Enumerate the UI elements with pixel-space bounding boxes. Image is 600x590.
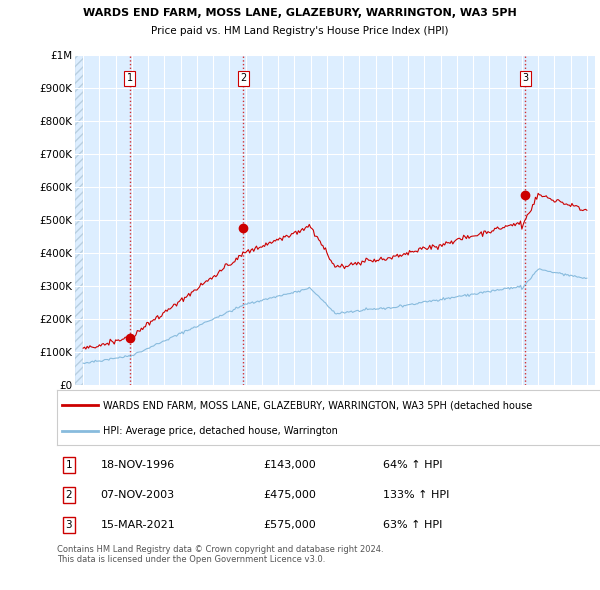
Text: 63% ↑ HPI: 63% ↑ HPI — [383, 520, 443, 530]
Text: 07-NOV-2003: 07-NOV-2003 — [101, 490, 175, 500]
Text: £143,000: £143,000 — [264, 460, 316, 470]
Text: 18-NOV-1996: 18-NOV-1996 — [101, 460, 175, 470]
Text: 3: 3 — [65, 520, 72, 530]
Text: 1: 1 — [65, 460, 72, 470]
Text: 64% ↑ HPI: 64% ↑ HPI — [383, 460, 443, 470]
Text: 15-MAR-2021: 15-MAR-2021 — [101, 520, 175, 530]
Text: 3: 3 — [522, 73, 529, 83]
Text: 1: 1 — [127, 73, 133, 83]
Text: Contains HM Land Registry data © Crown copyright and database right 2024.
This d: Contains HM Land Registry data © Crown c… — [57, 545, 383, 565]
Text: 2: 2 — [65, 490, 72, 500]
Text: WARDS END FARM, MOSS LANE, GLAZEBURY, WARRINGTON, WA3 5PH (detached house: WARDS END FARM, MOSS LANE, GLAZEBURY, WA… — [103, 401, 532, 411]
Text: WARDS END FARM, MOSS LANE, GLAZEBURY, WARRINGTON, WA3 5PH: WARDS END FARM, MOSS LANE, GLAZEBURY, WA… — [83, 8, 517, 18]
Text: 2: 2 — [240, 73, 247, 83]
Text: £475,000: £475,000 — [264, 490, 317, 500]
Text: 133% ↑ HPI: 133% ↑ HPI — [383, 490, 450, 500]
Text: HPI: Average price, detached house, Warrington: HPI: Average price, detached house, Warr… — [103, 426, 338, 436]
Text: £575,000: £575,000 — [264, 520, 316, 530]
Text: Price paid vs. HM Land Registry's House Price Index (HPI): Price paid vs. HM Land Registry's House … — [151, 26, 449, 36]
